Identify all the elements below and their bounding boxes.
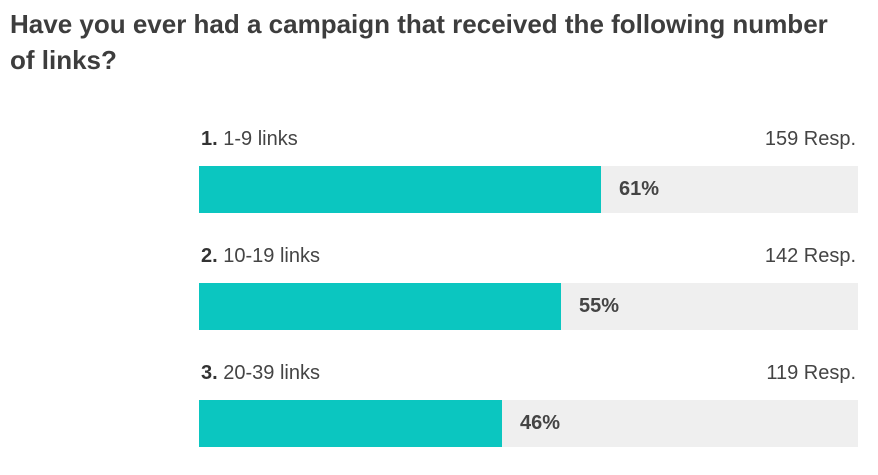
option-text: 10-19 links — [223, 245, 320, 267]
response-count: 119 Resp. — [766, 362, 856, 384]
percent-label: 55% — [579, 295, 620, 317]
option-label: 3. 20-39 links — [201, 362, 320, 385]
option-header: 1. 1-9 links 159 Resp. — [199, 124, 858, 160]
option-number: 1. — [201, 128, 218, 150]
survey-question-title: Have you ever had a campaign that receiv… — [10, 9, 828, 75]
option-header: 2. 10-19 links 142 Resp. — [199, 241, 858, 277]
option-number: 2. — [201, 245, 218, 267]
bar-track: 46% — [199, 400, 858, 447]
option-label: 2. 10-19 links — [201, 245, 320, 268]
option-number: 3. — [201, 362, 218, 384]
bar-track: 61% — [199, 166, 858, 213]
survey-option: 2. 10-19 links 142 Resp. 55% — [199, 241, 858, 358]
response-count: 142 Resp. — [764, 245, 856, 267]
survey-results-chart: 1. 1-9 links 159 Resp. 61% 2. 10-19 link… — [199, 124, 858, 475]
response-count: 159 Resp. — [764, 128, 856, 150]
percent-label: 61% — [619, 178, 660, 200]
option-header: 3. 20-39 links 119 Resp. — [199, 358, 858, 394]
percent-label: 46% — [520, 412, 561, 434]
bar-fill — [199, 400, 502, 447]
option-text: 1-9 links — [223, 128, 298, 150]
option-label: 1. 1-9 links — [201, 128, 298, 151]
survey-option: 1. 1-9 links 159 Resp. 61% — [199, 124, 858, 241]
bar-fill — [199, 166, 601, 213]
option-text: 20-39 links — [223, 362, 320, 384]
survey-option: 3. 20-39 links 119 Resp. 46% — [199, 358, 858, 475]
bar-track: 55% — [199, 283, 858, 330]
bar-fill — [199, 283, 561, 330]
